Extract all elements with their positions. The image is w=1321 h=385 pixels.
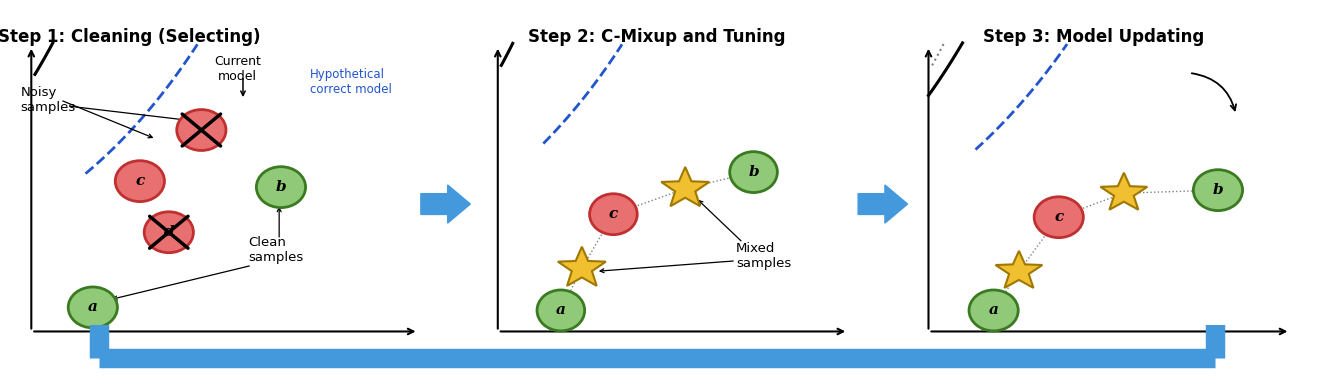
- Polygon shape: [662, 167, 709, 206]
- Circle shape: [144, 212, 193, 253]
- Circle shape: [729, 152, 777, 192]
- Polygon shape: [1100, 173, 1147, 210]
- Circle shape: [256, 167, 305, 208]
- Text: b: b: [1213, 183, 1223, 197]
- Polygon shape: [557, 247, 606, 286]
- Text: a: a: [89, 300, 98, 315]
- FancyArrow shape: [859, 185, 908, 223]
- Circle shape: [115, 161, 164, 202]
- Text: a: a: [988, 303, 999, 317]
- Circle shape: [970, 290, 1018, 331]
- Text: a: a: [556, 303, 565, 317]
- Text: Step 3: Model Updating: Step 3: Model Updating: [983, 28, 1203, 46]
- FancyArrowPatch shape: [1192, 73, 1236, 110]
- Text: Noisy
samples: Noisy samples: [20, 86, 75, 114]
- Text: c: c: [609, 207, 618, 221]
- Circle shape: [1034, 197, 1083, 238]
- Text: c: c: [1054, 210, 1063, 224]
- Circle shape: [589, 194, 637, 234]
- Polygon shape: [996, 251, 1042, 288]
- FancyArrow shape: [421, 185, 470, 223]
- Text: b: b: [276, 180, 287, 194]
- Circle shape: [69, 287, 118, 328]
- Text: b: b: [748, 165, 758, 179]
- Text: d: d: [164, 225, 174, 239]
- Text: Current
model: Current model: [214, 55, 262, 83]
- Circle shape: [538, 290, 585, 331]
- Text: Mixed
samples: Mixed samples: [736, 242, 791, 270]
- Circle shape: [177, 110, 226, 151]
- Text: c: c: [135, 174, 144, 188]
- Text: Step 1: Cleaning (Selecting): Step 1: Cleaning (Selecting): [0, 28, 262, 46]
- Text: Clean
samples: Clean samples: [248, 236, 304, 264]
- Circle shape: [1193, 170, 1243, 211]
- Text: Step 2: C-Mixup and Tuning: Step 2: C-Mixup and Tuning: [528, 28, 786, 46]
- Text: Hypothetical
correct model: Hypothetical correct model: [310, 68, 392, 96]
